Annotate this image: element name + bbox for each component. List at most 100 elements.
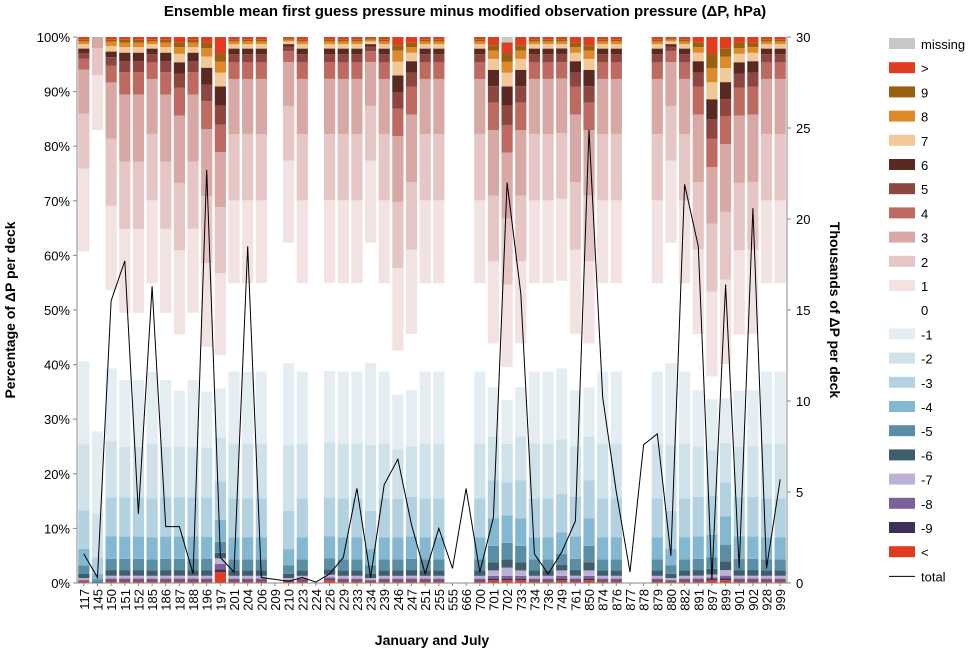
x-tick-label: 223 [295,589,310,611]
bar-segment-206-5 [255,54,267,63]
bar-segment-210-5 [283,46,295,52]
bar-segment-247-minus7 [405,575,418,579]
bar-segment-185-9 [146,39,158,42]
bar-segment-734-0 [528,283,541,372]
bar-segment-186-4 [160,72,172,95]
bar-segment-899-0 [719,364,732,398]
y-axis-right-ticks: 0 5 10 15 20 25 30 [787,30,810,591]
bar-segment-891-0 [692,333,704,391]
bar-segment-150-minus5 [105,558,117,571]
bar-segment-701-gt [487,37,500,46]
bar-segment-761-0 [569,333,581,391]
bar-segment-150-5 [105,57,117,66]
bar-segment-255-minus9 [433,580,445,582]
bar-segment-999-lt [774,581,786,583]
bar-segment-880-minus2 [665,445,677,511]
x-tick-label: 877 [623,589,638,611]
bar-segment-899-minus1 [719,397,732,444]
bar-segment-734-9 [528,39,541,42]
bar-segment-879-6 [651,48,663,55]
bar-segment-255-1 [433,200,445,284]
bar-segment-233-minus5 [351,559,363,571]
bar-segment-234-5 [364,46,377,52]
legend-label-gt: > [921,61,929,76]
bar-segment-701-4 [487,102,500,130]
bar-segment-150-minus1 [105,368,117,442]
x-tick-label: 874 [596,589,611,611]
x-tick-label: 700 [473,589,488,611]
bar-segment-700-0 [474,283,486,372]
bar-segment-734-minus3 [528,498,541,538]
bar-segment-187-minus5 [173,558,186,571]
bar-segment-928-6 [760,48,773,55]
y-left-tick-label: 60% [44,248,70,263]
bar-segment-876-minus5 [610,559,622,571]
bar-segment-226-0 [324,282,336,371]
bar-segment-897-minus2 [706,450,718,496]
bar-segment-229-3 [337,78,349,135]
bar-segment-850-minus2 [583,436,595,481]
x-tick-label: 197 [213,589,228,611]
bar-segment-878-0 [638,37,650,583]
bar-segment-197-minus8 [214,563,226,570]
bar-segment-152-lt [132,581,145,583]
bar-segment-702-minus1 [501,399,513,444]
legend-label-4: 4 [921,206,928,221]
bar-segment-874-minus1 [597,371,609,444]
bar-segment-882-minus6 [679,570,691,576]
bar-segment-255-8 [433,41,445,45]
bar-segment-197-0 [214,355,226,389]
bar-segment-702-1 [501,284,513,367]
bar-segment-226-7 [324,44,336,49]
bar-segment-255-gt [433,37,445,40]
bar-segment-246-gt [392,37,404,46]
bar-segment-145-minus2 [91,513,104,558]
bar-segment-233-minus6 [351,570,363,576]
bar-segment-736-7 [542,44,554,49]
bar-segment-700-minus5 [474,559,486,571]
bar-segment-879-minus7 [651,575,663,579]
bar-segment-880-gt [665,37,677,39]
bar-segment-733-3 [515,130,527,196]
bar-segment-874-5 [597,54,609,63]
bar-segment-246-minus4 [392,537,404,560]
bar-segment-666-0 [460,37,472,583]
bar-segment-152-gt [132,37,145,40]
x-tick-label: 897 [705,589,720,611]
bar-segment-999-minus8 [774,578,786,581]
bar-segment-247-8 [405,47,418,53]
bar-segment-928-minus4 [760,537,773,560]
bar-segment-233-minus7 [351,575,363,579]
bar-segment-188-9 [187,39,199,43]
bar-segment-234-2 [364,105,377,161]
bar-segment-999-minus7 [774,575,786,579]
bar-segment-210-minus4 [283,549,295,566]
bar-segment-229-4 [337,62,349,79]
bar-segment-736-9 [542,39,554,42]
bar-segment-188-4 [187,72,199,95]
legend-label-lt: < [921,545,929,560]
bar-segment-187-9 [173,42,186,48]
bar-segment-902-3 [747,114,759,183]
bar-segment-187-2 [173,182,186,251]
bar-segment-749-minus9 [556,578,568,581]
bar-segment-226-minus4 [324,536,336,559]
bar-segment-901-0 [733,334,745,391]
bar-segment-152-0 [132,312,145,380]
bar-segment-899-9 [719,48,732,57]
bar-segment-899-minus9 [719,578,732,581]
bar-segment-234-minus2 [364,445,377,511]
bar-segment-700-minus8 [474,578,486,581]
bar-segment-151-1 [119,228,131,313]
bar-segment-206-minus4 [255,537,267,560]
bar-segment-152-2 [132,161,145,229]
bar-segment-234-minus5 [364,565,377,574]
bar-segment-197-minus3 [214,481,226,520]
bar-segment-736-5 [542,54,554,63]
bar-segment-196-8 [201,48,213,57]
bar-segment-761-4 [569,86,581,115]
bar-segment-734-minus6 [528,570,541,576]
bar-segment-226-6 [324,48,336,55]
legend-label-minus2: -2 [921,352,933,367]
bar-segment-251-minus7 [419,575,431,579]
